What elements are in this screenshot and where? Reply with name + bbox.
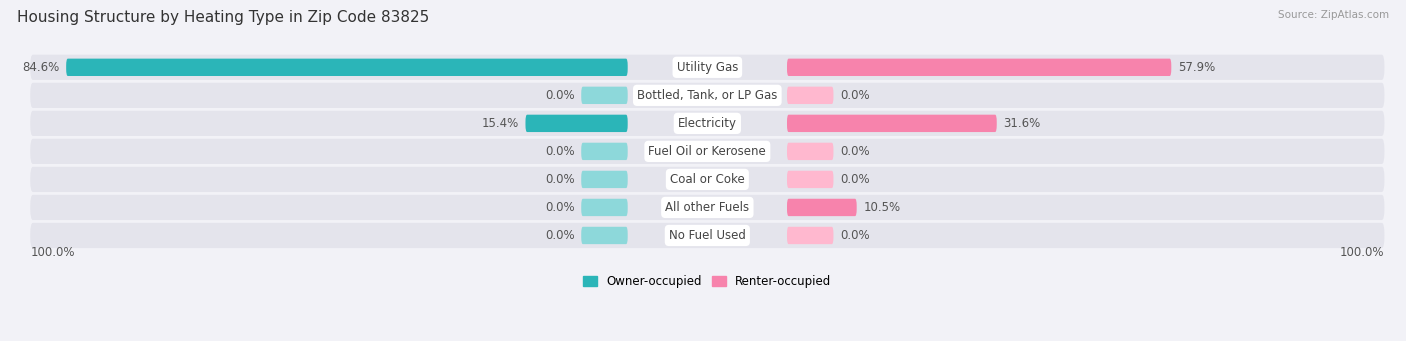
Text: 0.0%: 0.0% bbox=[546, 89, 575, 102]
FancyBboxPatch shape bbox=[31, 223, 1385, 248]
FancyBboxPatch shape bbox=[31, 139, 1385, 164]
FancyBboxPatch shape bbox=[581, 227, 627, 244]
Text: 0.0%: 0.0% bbox=[546, 201, 575, 214]
FancyBboxPatch shape bbox=[787, 87, 834, 104]
Text: 15.4%: 15.4% bbox=[482, 117, 519, 130]
FancyBboxPatch shape bbox=[787, 171, 834, 188]
FancyBboxPatch shape bbox=[787, 59, 1171, 76]
FancyBboxPatch shape bbox=[66, 59, 627, 76]
Text: 100.0%: 100.0% bbox=[31, 246, 75, 260]
Text: 0.0%: 0.0% bbox=[546, 145, 575, 158]
Text: 31.6%: 31.6% bbox=[1004, 117, 1040, 130]
Text: 57.9%: 57.9% bbox=[1178, 61, 1215, 74]
Text: Bottled, Tank, or LP Gas: Bottled, Tank, or LP Gas bbox=[637, 89, 778, 102]
FancyBboxPatch shape bbox=[787, 115, 997, 132]
Text: Housing Structure by Heating Type in Zip Code 83825: Housing Structure by Heating Type in Zip… bbox=[17, 10, 429, 25]
Text: 0.0%: 0.0% bbox=[841, 89, 870, 102]
Text: 0.0%: 0.0% bbox=[546, 229, 575, 242]
FancyBboxPatch shape bbox=[787, 143, 834, 160]
Text: No Fuel Used: No Fuel Used bbox=[669, 229, 745, 242]
Text: 0.0%: 0.0% bbox=[841, 229, 870, 242]
Legend: Owner-occupied, Renter-occupied: Owner-occupied, Renter-occupied bbox=[578, 270, 837, 293]
Text: 84.6%: 84.6% bbox=[22, 61, 59, 74]
FancyBboxPatch shape bbox=[31, 55, 1385, 80]
Text: Electricity: Electricity bbox=[678, 117, 737, 130]
FancyBboxPatch shape bbox=[581, 199, 627, 216]
FancyBboxPatch shape bbox=[581, 171, 627, 188]
FancyBboxPatch shape bbox=[31, 111, 1385, 136]
Text: 0.0%: 0.0% bbox=[841, 173, 870, 186]
Text: 100.0%: 100.0% bbox=[1340, 246, 1385, 260]
FancyBboxPatch shape bbox=[581, 87, 627, 104]
FancyBboxPatch shape bbox=[787, 227, 834, 244]
FancyBboxPatch shape bbox=[581, 143, 627, 160]
Text: All other Fuels: All other Fuels bbox=[665, 201, 749, 214]
FancyBboxPatch shape bbox=[526, 115, 627, 132]
Text: Coal or Coke: Coal or Coke bbox=[671, 173, 745, 186]
FancyBboxPatch shape bbox=[31, 195, 1385, 220]
FancyBboxPatch shape bbox=[31, 83, 1385, 108]
FancyBboxPatch shape bbox=[787, 199, 856, 216]
Text: Source: ZipAtlas.com: Source: ZipAtlas.com bbox=[1278, 10, 1389, 20]
Text: 10.5%: 10.5% bbox=[863, 201, 900, 214]
Text: 0.0%: 0.0% bbox=[546, 173, 575, 186]
Text: Utility Gas: Utility Gas bbox=[676, 61, 738, 74]
FancyBboxPatch shape bbox=[31, 167, 1385, 192]
Text: Fuel Oil or Kerosene: Fuel Oil or Kerosene bbox=[648, 145, 766, 158]
Text: 0.0%: 0.0% bbox=[841, 145, 870, 158]
